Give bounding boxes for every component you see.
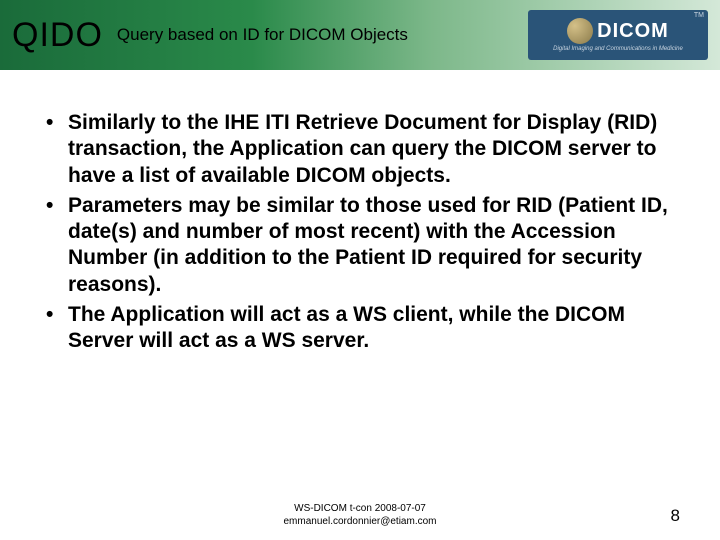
dicom-logo: TM DICOM Digital Imaging and Communicati… [528,10,708,60]
logo-trademark: TM [694,12,704,19]
page-number: 8 [671,506,680,526]
title-acronym: QIDO [12,16,103,55]
bullet-item: Similarly to the IHE ITI Retrieve Docume… [40,110,680,189]
slide-content: Similarly to the IHE ITI Retrieve Docume… [0,70,720,378]
bullet-item: Parameters may be similar to those used … [40,193,680,298]
logo-text: DICOM [597,20,669,43]
bullet-item: The Application will act as a WS client,… [40,302,680,355]
logo-subtitle: Digital Imaging and Communications in Me… [553,46,683,52]
title-expansion: Query based on ID for DICOM Objects [117,25,528,45]
footer-line-1: WS-DICOM t-con 2008-07-07 [0,502,720,515]
slide-footer: WS-DICOM t-con 2008-07-07 emmanuel.cordo… [0,502,720,528]
footer-line-2: emmanuel.cordonnier@etiam.com [0,515,720,528]
globe-icon [567,18,593,44]
slide-header: QIDO Query based on ID for DICOM Objects… [0,0,720,70]
bullet-list: Similarly to the IHE ITI Retrieve Docume… [40,110,680,354]
logo-main: DICOM [567,18,669,44]
